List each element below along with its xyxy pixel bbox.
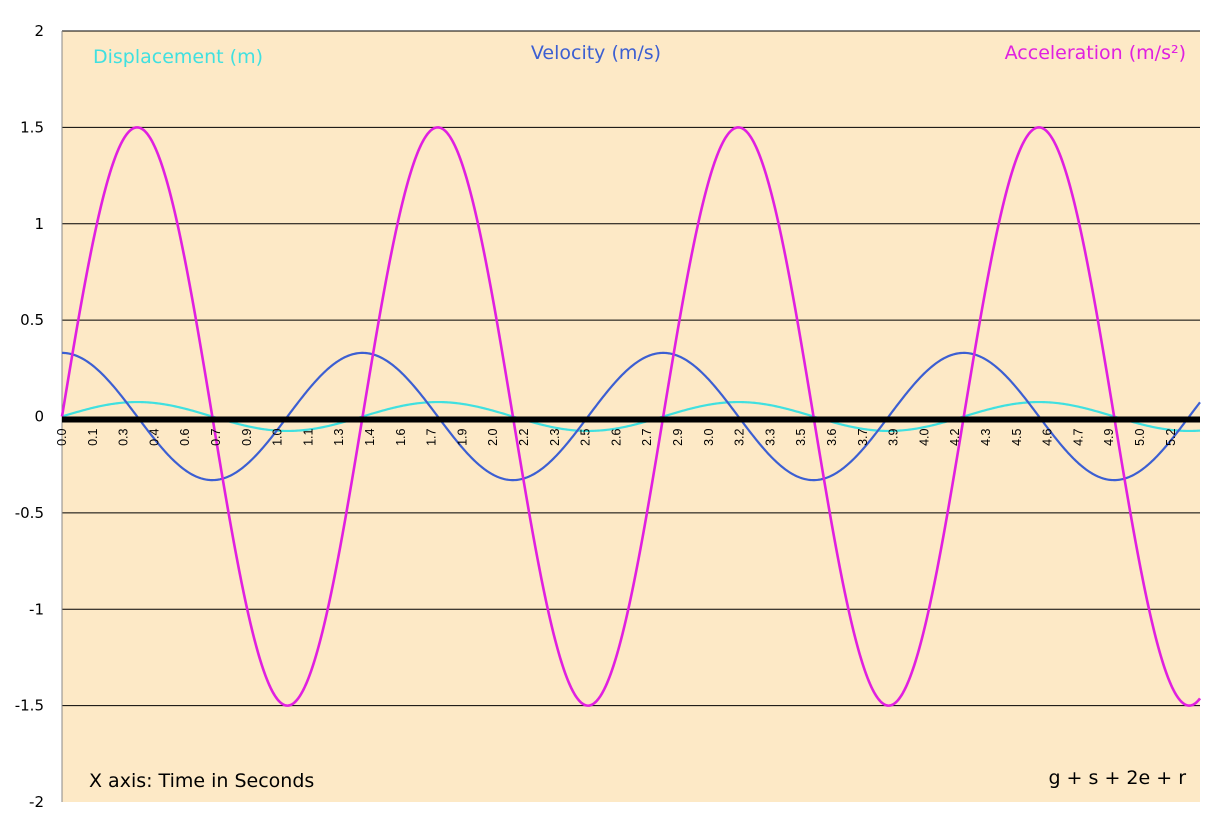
x-tick-label: 3.7 [856, 428, 870, 445]
x-tick-label: 0.4 [147, 428, 161, 445]
x-tick-label: 2.5 [579, 428, 593, 445]
x-tick-label: 1.6 [394, 428, 408, 445]
x-axis-tick-labels: 0.0 0.1 0.3 0.4 0.6 0.7 0.9 1.0 1.1 1.3 1.4 1.6 1.7 1… [55, 428, 1178, 445]
x-tick-label: 1.3 [332, 428, 346, 445]
x-tick-label: 0.6 [178, 428, 192, 445]
x-tick-label: 4.3 [979, 428, 993, 445]
x-tick-label: 3.6 [825, 428, 839, 445]
x-tick-label: 4.5 [1010, 428, 1024, 445]
x-tick-label: 0.0 [55, 428, 69, 445]
x-tick-label: 1.4 [363, 428, 377, 445]
x-tick-label: 3.3 [763, 428, 777, 445]
x-tick-label: 4.0 [917, 428, 931, 445]
x-tick-label: 2.3 [548, 428, 562, 445]
series-line-displacement [61, 400, 1201, 433]
x-tick-label: 4.6 [1041, 428, 1055, 445]
x-tick-label: 0.3 [117, 428, 131, 445]
y-tick-label: -1.5 [15, 697, 44, 715]
x-tick-label: 2.9 [671, 428, 685, 445]
series-line-acceleration [60, 126, 1202, 707]
x-tick-label: 3.0 [702, 428, 716, 445]
x-tick-label: 5.2 [1164, 428, 1178, 445]
formula-note: g + s + 2e + r [1048, 767, 1186, 789]
legend-acceleration: Acceleration (m/s²) [1005, 42, 1186, 64]
legend-displacement: Displacement (m) [93, 46, 263, 68]
series-lines [60, 126, 1202, 707]
x-tick-label: 0.7 [209, 428, 223, 445]
y-tick-label: 2 [34, 22, 44, 40]
legend-velocity: Velocity (m/s) [531, 42, 661, 64]
x-axis-note: X axis: Time in Seconds [89, 770, 314, 792]
x-tick-label: 4.2 [948, 428, 962, 445]
x-tick-label: 1.9 [455, 428, 469, 445]
y-tick-label: -1 [29, 600, 44, 618]
x-tick-label: 4.7 [1071, 428, 1085, 445]
x-tick-label: 1.7 [425, 428, 439, 445]
y-tick-label: 1.5 [20, 118, 44, 136]
x-tick-label: 2.7 [640, 428, 654, 445]
x-tick-label: 2.0 [486, 428, 500, 445]
y-tick-label: -2 [29, 793, 44, 811]
y-tick-label: 0 [34, 408, 44, 426]
x-tick-label: 0.1 [86, 428, 100, 445]
gridlines [61, 30, 1200, 802]
y-tick-label: 0.5 [20, 311, 44, 329]
series-line-velocity [61, 351, 1201, 482]
x-tick-label: 1.1 [301, 428, 315, 445]
y-tick-label: -0.5 [15, 504, 44, 522]
x-tick-label: 3.5 [794, 428, 808, 445]
x-tick-label: 3.2 [733, 428, 747, 445]
x-tick-label: 3.9 [887, 428, 901, 445]
x-tick-label: 5.0 [1133, 428, 1147, 445]
y-axis-tick-labels: 2 1.5 1 0.5 0 -0.5 -1 -1.5 -2 [15, 22, 44, 811]
x-tick-label: 0.9 [240, 428, 254, 445]
x-tick-label: 2.2 [517, 428, 531, 445]
x-tick-label: 4.9 [1102, 428, 1116, 445]
x-tick-label: 2.6 [609, 428, 623, 445]
y-tick-label: 1 [34, 215, 44, 233]
x-tick-label: 1.0 [271, 428, 285, 445]
